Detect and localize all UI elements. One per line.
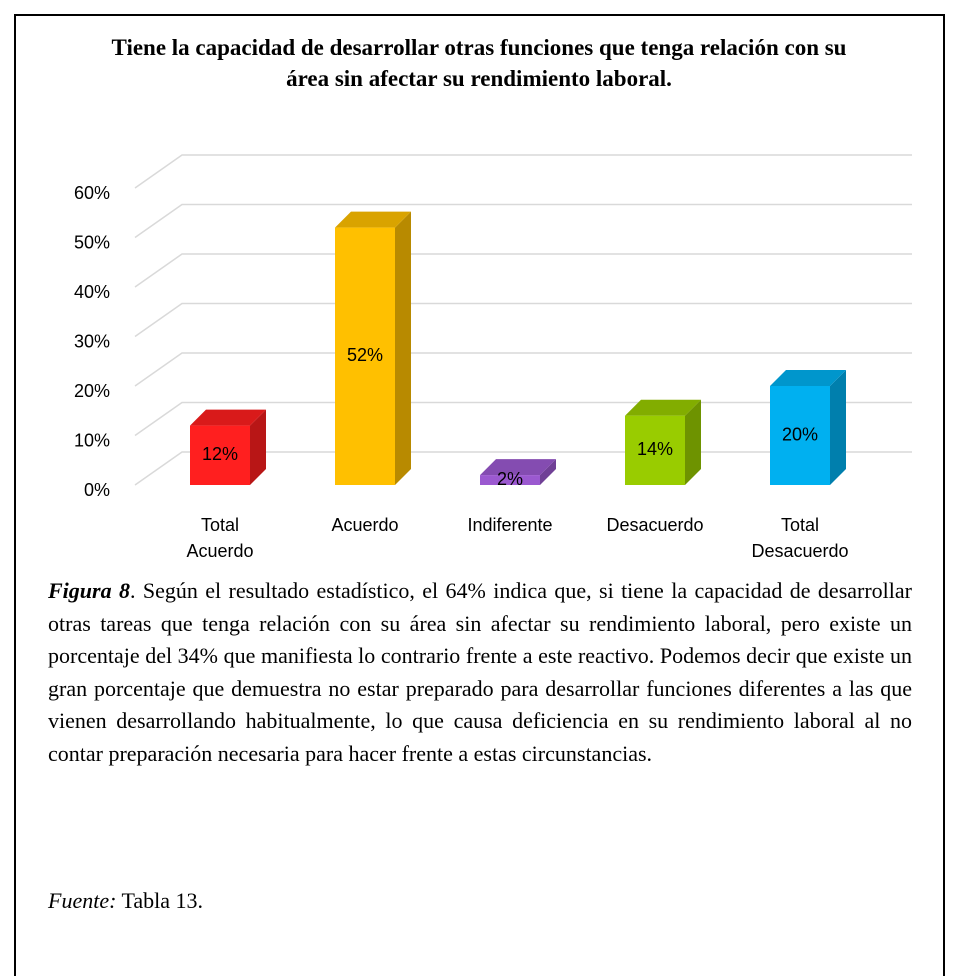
value-label: 12% [202, 444, 238, 464]
chart-title: Tiene la capacidad de desarrollar otras … [111, 35, 847, 91]
source-label: Fuente: [48, 888, 117, 913]
x-tick-label: Total Desacuerdo [751, 515, 849, 561]
bar [625, 415, 685, 485]
y-tick-label: 0% [84, 480, 110, 500]
y-tick-label: 20% [74, 381, 110, 401]
grid-line [134, 253, 912, 288]
source: Fuente: Tabla 13. [48, 885, 203, 917]
y-tick-label: 30% [74, 331, 110, 351]
y-tick-label: 50% [74, 232, 110, 252]
bar-top [625, 399, 701, 416]
grid-line [134, 203, 912, 239]
value-label: 20% [782, 424, 818, 444]
bar-top [770, 370, 846, 386]
caption-label: Figura 8 [48, 578, 130, 603]
page: Tiene la capacidad de desarrollar otras … [14, 14, 945, 976]
bar [190, 425, 250, 485]
x-tick-label: Total Acuerdo [186, 515, 254, 561]
bar [770, 386, 830, 485]
bar-top [190, 409, 266, 426]
y-tick-label: 10% [74, 430, 110, 450]
caption: Figura 8. Según el resultado estadístico… [48, 575, 912, 770]
grid-line [134, 352, 912, 387]
bar-top [335, 211, 411, 228]
y-tick-label: 60% [74, 183, 110, 203]
y-tick-label: 40% [74, 282, 110, 302]
bar [480, 475, 540, 485]
value-label: 2% [497, 469, 523, 489]
bar-side [395, 211, 411, 485]
chart: 0% 10% 20% 30% 40% 50% 60% 12% 52% 2% 14% 20% [74, 154, 912, 500]
bar-side [540, 459, 556, 485]
caption-text: . Según el resultado estadístico, el 64%… [48, 578, 912, 766]
frame [14, 14, 945, 976]
grid-line [134, 154, 912, 189]
x-tick-label: Indiferente [467, 515, 553, 535]
bar-top [480, 459, 556, 476]
bar [335, 227, 395, 485]
bar-side [250, 409, 266, 485]
x-tick-label: Desacuerdo [606, 515, 704, 535]
value-label: 14% [637, 439, 673, 459]
x-tick-label: Acuerdo [331, 515, 399, 535]
value-label: 52% [347, 345, 383, 365]
source-text: Tabla 13. [121, 888, 204, 913]
grid-line [134, 302, 912, 338]
bar-side [830, 370, 846, 485]
bar-side [685, 399, 701, 485]
